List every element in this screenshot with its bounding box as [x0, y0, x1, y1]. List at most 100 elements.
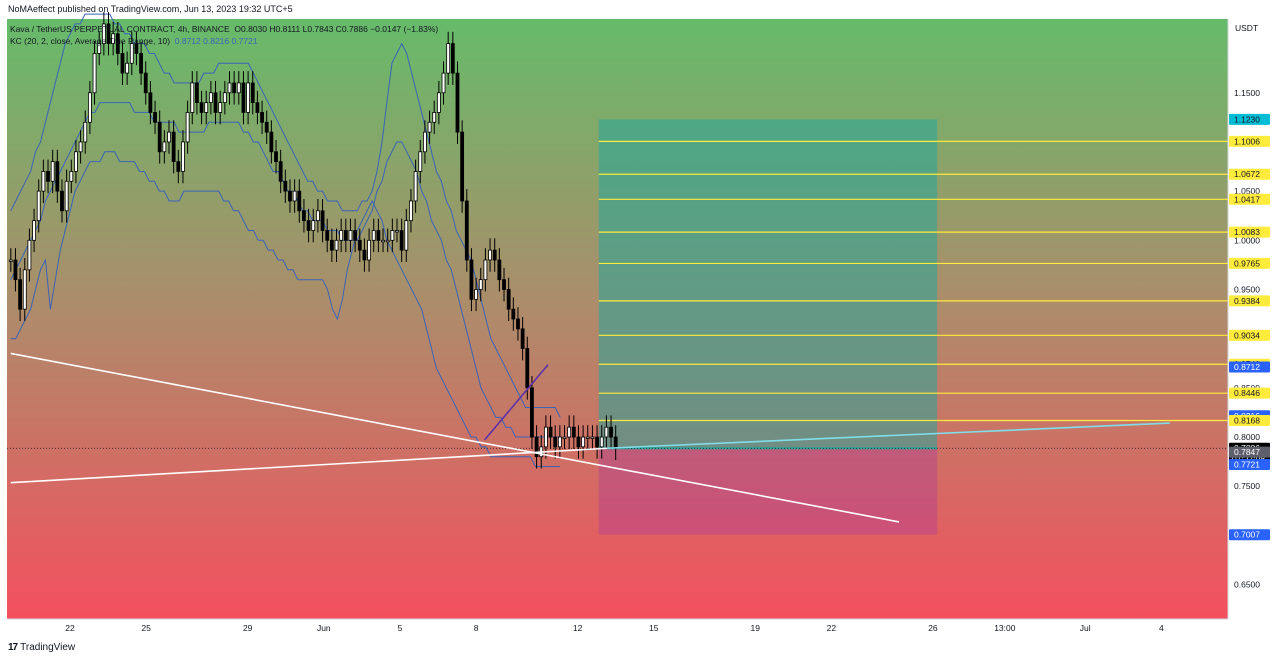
candle-body	[534, 436, 539, 458]
candle-body	[469, 259, 474, 300]
price-tag	[1229, 193, 1270, 205]
candle-body	[511, 308, 516, 320]
candle-body	[306, 220, 311, 231]
price-tag-label: 1.0083	[1234, 227, 1260, 237]
candle-body	[381, 239, 385, 243]
candle-body	[585, 436, 590, 439]
price-tick-label: 1.0500	[1234, 186, 1260, 196]
candle-body	[129, 43, 134, 64]
candle-body	[246, 82, 251, 113]
candle-body	[125, 62, 130, 74]
candle-body	[106, 23, 111, 44]
candle-body	[418, 151, 423, 172]
position-tool[interactable]	[598, 119, 938, 535]
price-tick-label: 1.1500	[1234, 88, 1260, 98]
candle-body	[208, 92, 213, 104]
candles	[8, 12, 618, 469]
candle-body	[41, 171, 46, 192]
candle-body	[553, 436, 558, 448]
candle-body	[283, 180, 288, 192]
candle-body	[88, 92, 92, 123]
candle-body	[441, 72, 446, 94]
brand-name: TradingView	[20, 642, 76, 653]
price-tag-label: 0.8168	[1234, 416, 1260, 426]
candle-body	[604, 426, 609, 438]
candle-body	[595, 436, 599, 448]
time-tick-label: 22	[65, 623, 75, 633]
time-tick-label: Jun	[317, 623, 331, 633]
price-tag	[1229, 387, 1270, 399]
candle-body	[176, 161, 181, 172]
candle-body	[32, 220, 36, 241]
candle-body	[297, 190, 302, 212]
candle-body	[329, 239, 334, 251]
candle-body	[190, 82, 195, 113]
candle-body	[525, 348, 530, 389]
profit-zone	[598, 119, 938, 449]
price-tag	[1229, 168, 1270, 180]
tradingview-logo-icon: 17	[8, 642, 18, 653]
candle-body	[613, 436, 618, 449]
candle-body	[450, 43, 455, 74]
indicator-legend[interactable]: KC (20, 2, close, Average True Range, 10…	[10, 36, 257, 46]
candle-body	[339, 230, 344, 241]
candle-body	[111, 33, 116, 44]
price-tag-label: 0.7007	[1234, 530, 1260, 540]
candle-body	[148, 92, 153, 113]
candle-body	[497, 259, 502, 281]
fib-levels[interactable]	[7, 140, 1228, 449]
candle-body	[353, 230, 358, 241]
candle-body	[92, 53, 97, 94]
candle-body	[362, 249, 367, 261]
tradingview-footer[interactable]: 17 TradingView	[8, 642, 75, 653]
candle-body	[278, 161, 283, 182]
price-tag	[1229, 257, 1270, 269]
candle-body	[167, 131, 171, 143]
candle-body	[250, 82, 255, 104]
candle-body	[46, 171, 50, 182]
candle-body	[436, 92, 441, 113]
price-tick-label: 0.7500	[1234, 481, 1260, 491]
candle-body	[325, 230, 330, 241]
price-tag	[1229, 329, 1270, 341]
candle-body	[55, 161, 60, 192]
symbol-legend[interactable]: Kava / TetherUS PERPETUAL CONTRACT, 4h, …	[10, 24, 438, 34]
channel-top-trendline	[483, 364, 549, 441]
candle-body	[120, 53, 125, 74]
time-tick-label: 19	[751, 623, 761, 633]
time-tick-label: 15	[649, 623, 659, 633]
price-tag-label: 1.1006	[1234, 136, 1260, 146]
candle-body	[576, 436, 581, 448]
descending-trendline	[10, 352, 900, 523]
candle-body	[292, 190, 297, 202]
candle-body	[153, 112, 157, 123]
candle-body	[492, 249, 497, 261]
price-tag	[1229, 529, 1270, 541]
candle-body	[162, 141, 167, 153]
time-tick-label: 12	[573, 623, 583, 633]
candle-body	[464, 200, 469, 261]
price-tag	[1229, 361, 1270, 373]
candle-body	[227, 82, 232, 94]
candle-body	[13, 259, 18, 281]
price-tag-label: 0.8712	[1234, 362, 1260, 372]
axes: USDT1.15001.05001.00000.95000.85000.8000…	[0, 19, 1280, 643]
price-axis-unit: USDT	[1235, 23, 1258, 33]
drawings[interactable]	[10, 352, 1170, 523]
candle-body	[530, 387, 534, 438]
time-tick-label: 5	[398, 623, 403, 633]
candle-body	[543, 426, 548, 448]
candle-body	[520, 328, 525, 349]
loss-zone	[598, 448, 938, 535]
time-tick-label: 8	[474, 623, 479, 633]
candle-body	[274, 151, 278, 163]
candle-body	[395, 230, 399, 233]
price-tick-label: 0.9500	[1234, 284, 1260, 294]
price-tick-label: 1.0000	[1234, 235, 1260, 245]
symbol-title: Kava / TetherUS PERPETUAL CONTRACT, 4h, …	[10, 24, 230, 34]
candle-body	[232, 82, 237, 94]
price-tag	[1229, 415, 1270, 427]
candle-body	[222, 92, 227, 104]
candle-body	[409, 200, 413, 222]
